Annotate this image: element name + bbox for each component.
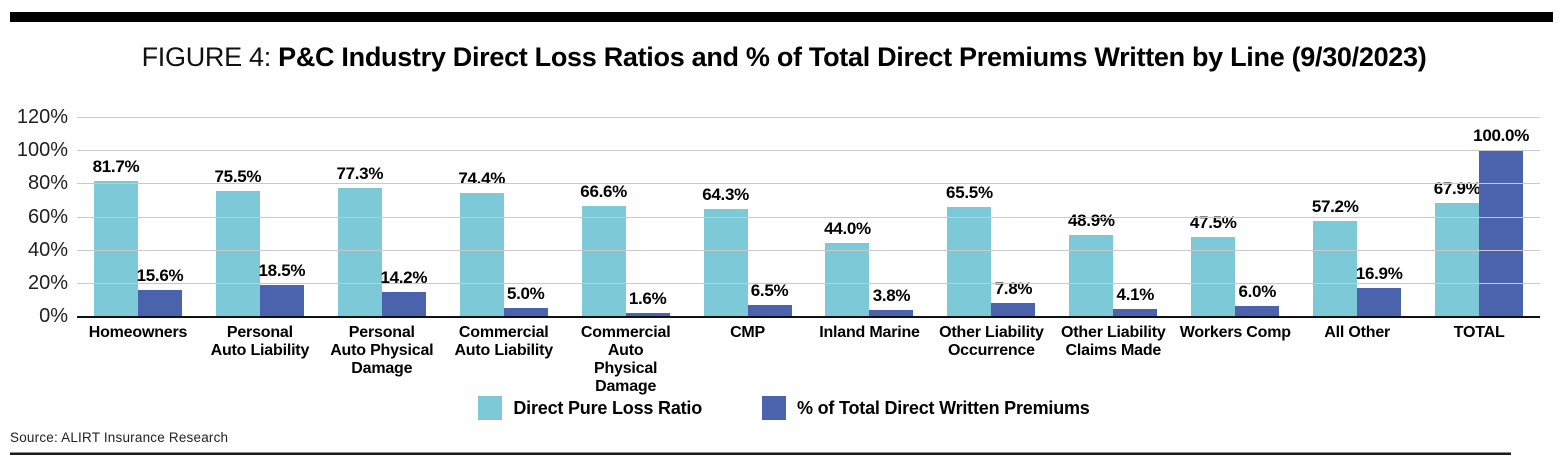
gridline — [77, 150, 1540, 152]
value-label: 14.2% — [380, 268, 428, 288]
value-label: 57.2% — [1311, 197, 1359, 217]
bar-premiums: 15.6% — [137, 266, 184, 316]
bar-loss-ratio: 81.7% — [93, 157, 140, 316]
value-label: 5.0% — [506, 283, 545, 303]
bar-group: 74.4% 5.0% — [443, 117, 565, 316]
value-label: 48.9% — [1067, 210, 1115, 230]
value-label: 18.5% — [258, 261, 306, 281]
bar-loss-ratio: 48.9% — [1068, 211, 1115, 316]
category-label: Other Liability Occurrence — [939, 324, 1044, 359]
bar-loss-ratio: 66.6% — [580, 182, 627, 316]
category-label: Commercial Auto Physical Damage — [580, 324, 671, 395]
y-tick-label: 40% — [27, 238, 68, 261]
bars-row: 81.7% 15.6% 75.5% 18.5% 77.3% 14.2% 74.4% 5.0% 6… — [77, 117, 1540, 316]
y-tick-label: 60% — [27, 205, 68, 228]
plot-area: 81.7% 15.6% 75.5% 18.5% 77.3% 14.2% 74.4% 5.0% 6… — [77, 117, 1540, 318]
gridline — [77, 249, 1540, 251]
bar-premiums: 4.1% — [1113, 285, 1158, 316]
legend-label: Direct Pure Loss Ratio — [513, 397, 703, 418]
category-label: Workers Comp — [1179, 324, 1291, 341]
gridline — [77, 183, 1540, 185]
x-axis-labels: Homeowners Personal Auto Liability Persona… — [77, 324, 1540, 396]
value-label: 74.4% — [458, 168, 506, 188]
value-label: 77.3% — [336, 163, 384, 183]
legend-label: % of Total Direct Written Premiums — [797, 397, 1090, 418]
source-note: Source: ALIRT Insurance Research — [10, 430, 229, 445]
category-label: Personal Auto Liability — [210, 324, 310, 359]
value-label: 75.5% — [214, 166, 262, 186]
bar-premiums: 5.0% — [503, 284, 548, 316]
figure-title: P&C Industry Direct Loss Ratios and % of… — [278, 42, 1427, 72]
y-tick-label: 120% — [16, 106, 68, 128]
value-label: 6.0% — [1238, 282, 1277, 302]
bar-loss-ratio: 77.3% — [336, 164, 383, 316]
category-label: Other Liability Claims Made — [1061, 324, 1166, 359]
y-tick-label: 0% — [39, 305, 68, 327]
value-label: 1.6% — [628, 289, 667, 309]
bar-loss-ratio: 64.3% — [702, 185, 749, 316]
loss-ratio-swatch — [478, 396, 503, 420]
bar-loss-ratio: 57.2% — [1312, 197, 1359, 316]
value-label: 3.8% — [872, 285, 911, 305]
bar-premiums: 6.0% — [1235, 282, 1280, 316]
category-label: Inland Marine — [819, 324, 920, 341]
bar-group: 75.5% 18.5% — [199, 117, 321, 316]
bar-premiums: 1.6% — [625, 289, 670, 316]
value-label: 15.6% — [136, 266, 184, 286]
value-label: 16.9% — [1355, 263, 1403, 283]
bar-premiums: 6.5% — [747, 281, 792, 316]
value-label: 81.7% — [92, 156, 140, 176]
category-label: CMP — [730, 324, 766, 341]
bar-group: 44.0% 3.8% — [809, 117, 931, 316]
value-label: 65.5% — [946, 183, 993, 203]
bar-loss-ratio: 67.9% — [1434, 179, 1481, 316]
legend-item-loss-ratio: Direct Pure Loss Ratio — [478, 396, 702, 420]
value-label: 100.0% — [1473, 126, 1530, 146]
premiums-swatch — [762, 396, 787, 420]
bar-group: 66.6% 1.6% — [565, 117, 687, 316]
value-label: 66.6% — [580, 181, 627, 201]
value-label: 64.3% — [702, 185, 749, 205]
top-rule — [10, 12, 1553, 22]
bar-premiums: 7.8% — [991, 279, 1036, 316]
value-label: 47.5% — [1189, 213, 1237, 233]
category-label: TOTAL — [1453, 324, 1505, 341]
gridline — [77, 282, 1540, 284]
y-axis-labels: 0% 20% 40% 60% 80% 100% 120% — [0, 106, 68, 327]
y-tick-label: 100% — [16, 139, 68, 162]
value-label: 6.5% — [750, 281, 789, 301]
category-label: All Other — [1324, 324, 1391, 341]
bar-premiums: 100.0% — [1473, 126, 1529, 316]
figure-number: FIGURE 4: — [141, 42, 279, 72]
y-tick-label: 80% — [27, 172, 68, 195]
legend-item-premiums: % of Total Direct Written Premiums — [762, 396, 1090, 420]
bar-loss-ratio: 75.5% — [215, 167, 262, 316]
bar-group: 57.2% 16.9% — [1296, 117, 1418, 316]
legend: Direct Pure Loss Ratio % of Total Direct… — [0, 396, 1568, 420]
category-label: Personal Auto Physical Damage — [330, 324, 434, 377]
bar-loss-ratio: 44.0% — [824, 219, 871, 316]
bar-premiums: 3.8% — [869, 286, 914, 316]
bar-group: 64.3% 6.5% — [687, 117, 809, 316]
value-label: 4.1% — [1116, 285, 1155, 305]
bar-premiums: 18.5% — [259, 261, 306, 316]
y-tick-label: 20% — [27, 271, 68, 294]
bar-group: 77.3% 14.2% — [321, 117, 443, 316]
page-title: FIGURE 4: P&C Industry Direct Loss Ratio… — [0, 42, 1568, 73]
bar-premiums: 16.9% — [1356, 264, 1403, 316]
gridline — [77, 216, 1540, 218]
bar-premiums: 14.2% — [380, 268, 427, 316]
category-label: Commercial Auto Liability — [454, 324, 553, 359]
bar-group: 81.7% 15.6% — [77, 117, 199, 316]
bar-loss-ratio: 74.4% — [458, 169, 505, 316]
value-label: 44.0% — [824, 219, 871, 239]
gridline — [77, 117, 1540, 118]
bottom-rule — [10, 452, 1511, 455]
category-label: Homeowners — [88, 324, 188, 341]
bar-loss-ratio: 65.5% — [946, 183, 993, 316]
bar-group: 48.9% 4.1% — [1052, 117, 1174, 316]
